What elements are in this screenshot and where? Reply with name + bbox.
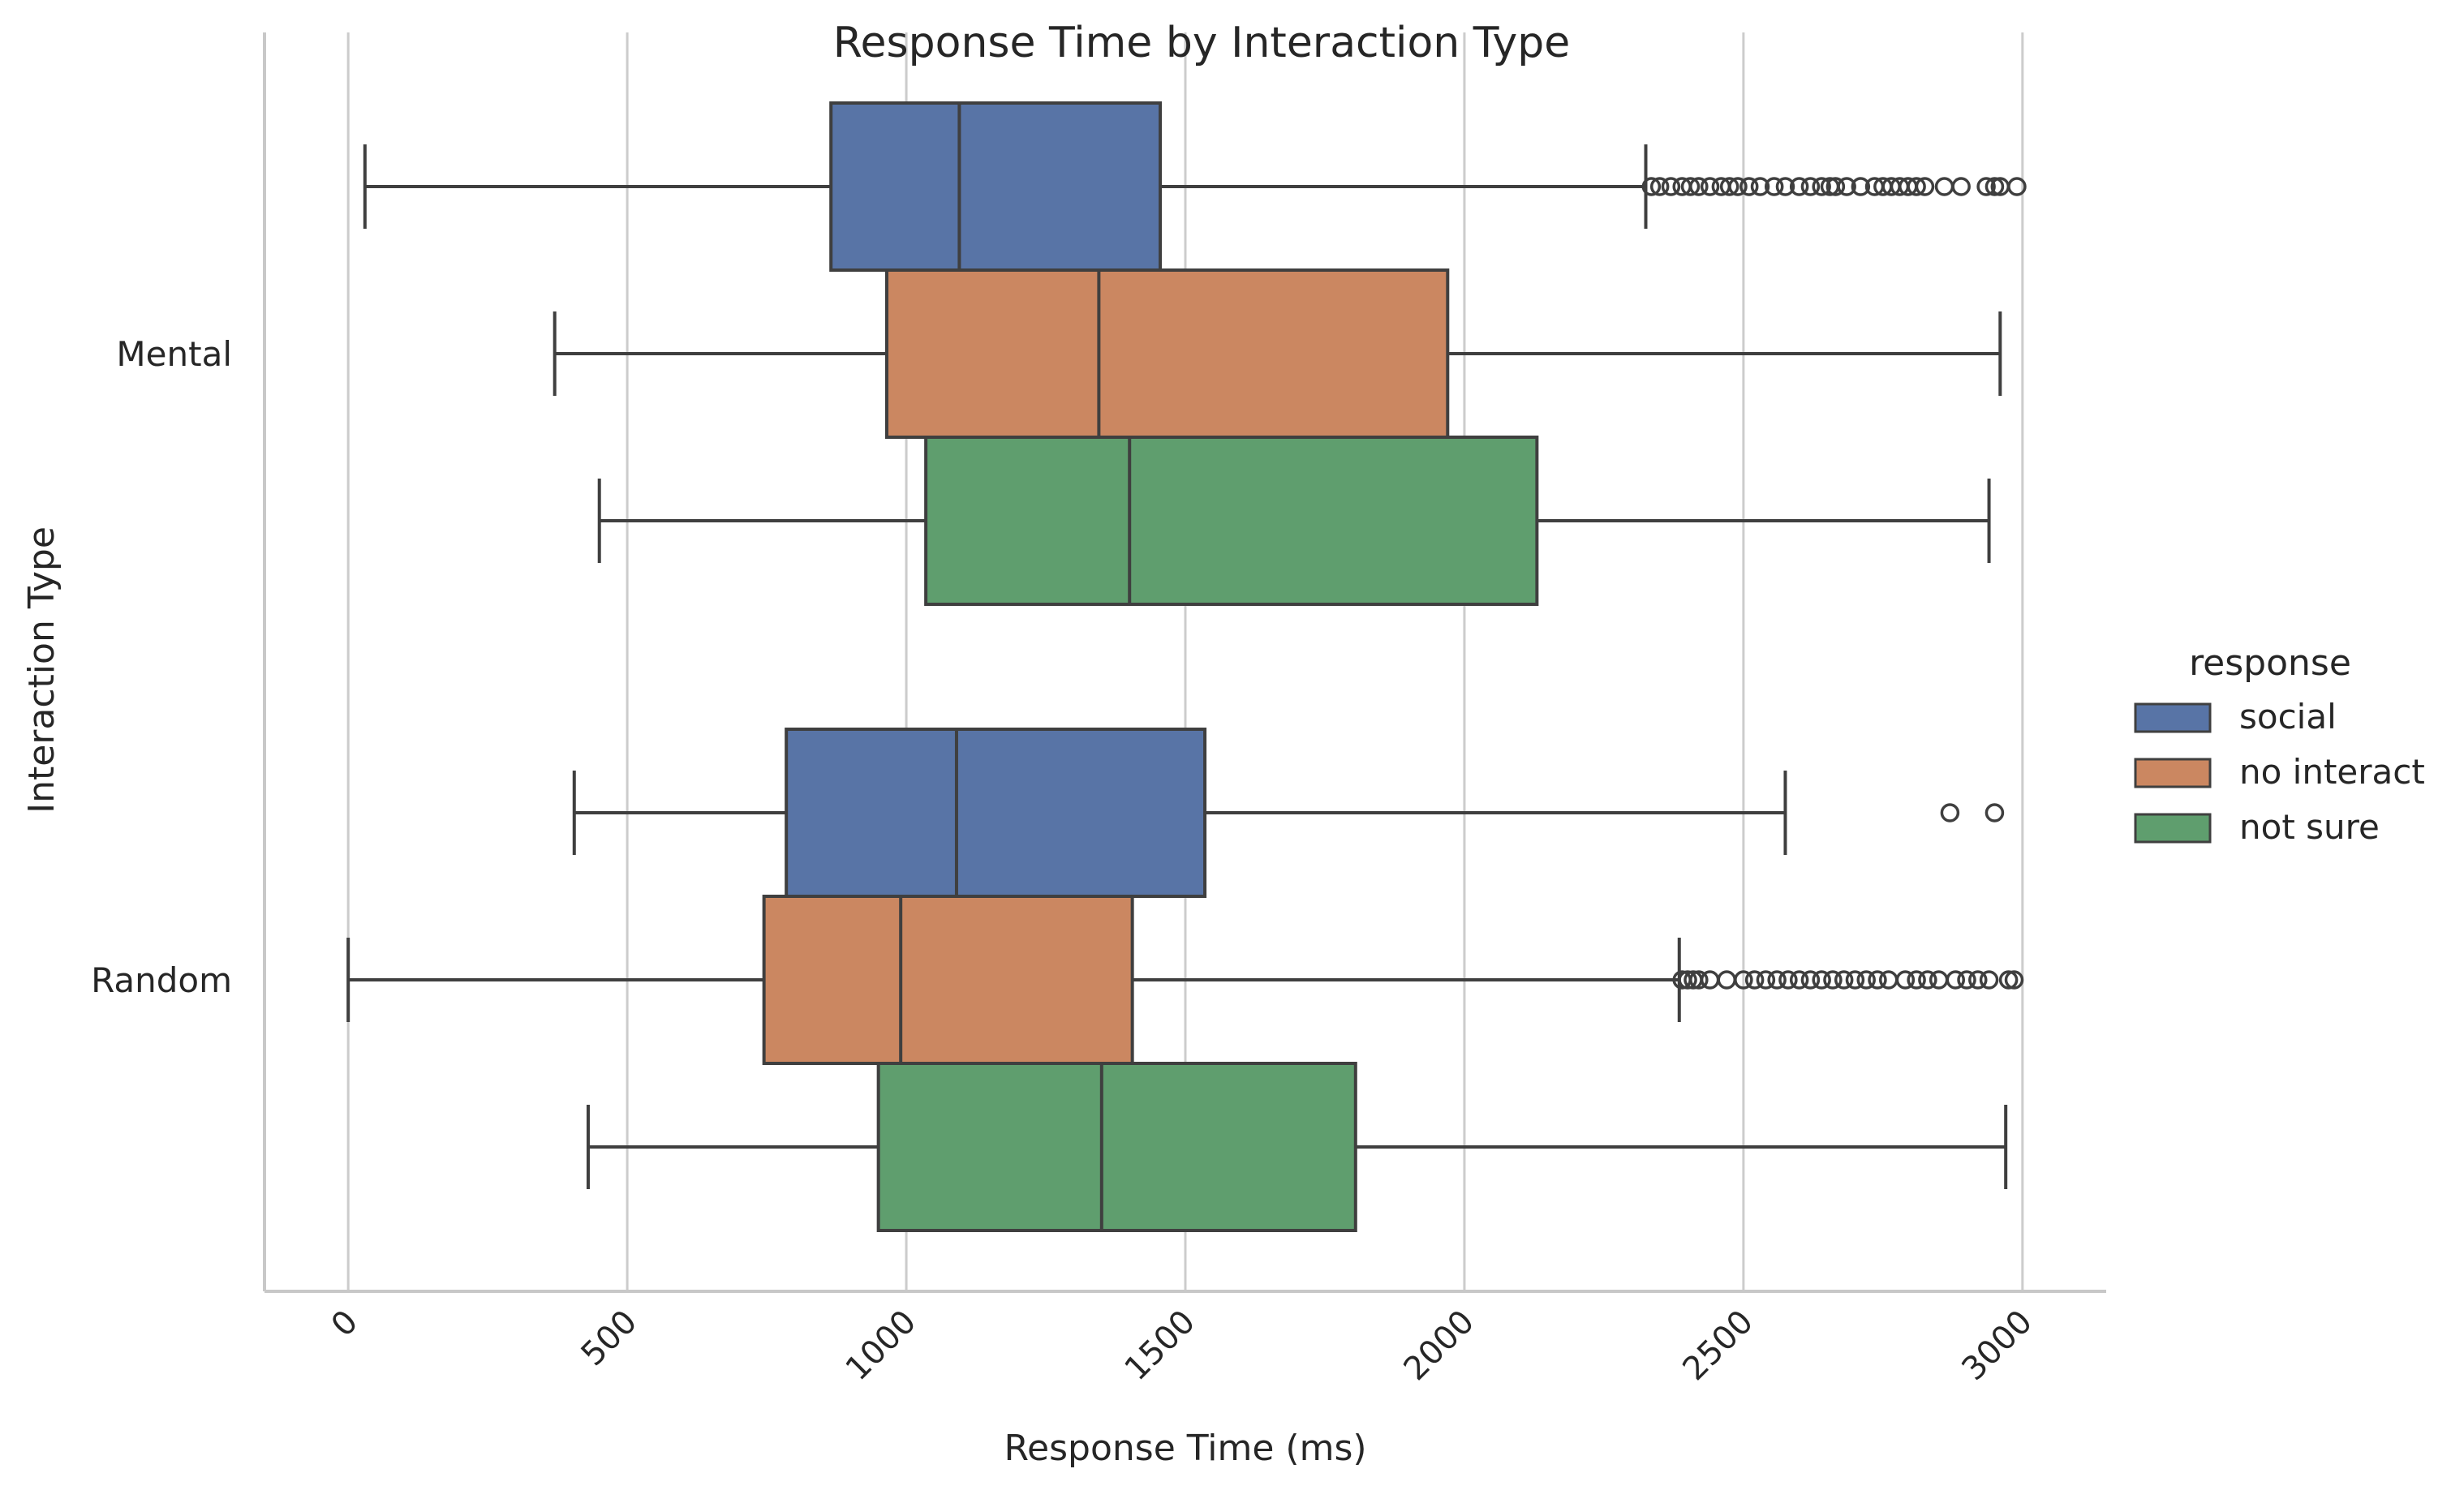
outlier-point <box>1717 970 1736 990</box>
legend: response social no interact not sure <box>2134 642 2425 847</box>
outlier-point <box>1957 970 1976 990</box>
outlier-point <box>1678 970 1697 990</box>
iqr-box <box>829 101 1163 272</box>
outlier-point <box>1985 177 2005 196</box>
iqr-box <box>884 268 1450 439</box>
outlier-point <box>1918 970 1937 990</box>
outlier-point <box>1739 177 1759 196</box>
outlier-point <box>1837 177 1856 196</box>
x-tick-labels: 0 500 1000 1500 2000 2500 3000 <box>325 1303 2040 1389</box>
outlier-point <box>1775 177 1795 196</box>
y-tick-labels: Mental Random <box>91 334 232 1000</box>
outlier-point <box>1661 177 1681 196</box>
legend-swatch-social <box>2134 702 2212 733</box>
outlier-point <box>2004 970 2024 990</box>
y-axis-title: Interaction Type <box>21 526 62 814</box>
box-social-random <box>572 728 2005 898</box>
outlier-point <box>1823 970 1843 990</box>
box-social-mental <box>363 101 2027 272</box>
outlier-point <box>1778 970 1798 990</box>
outlier-point <box>1767 970 1787 990</box>
outlier-point <box>1934 177 1954 196</box>
x-axis-title: Response Time (ms) <box>1004 1428 1366 1469</box>
x-tick-label: 2500 <box>1675 1303 1761 1389</box>
legend-label: no interact <box>2239 752 2425 792</box>
outlier-point <box>1789 177 1809 196</box>
outlier-point <box>1878 970 1899 990</box>
outlier-point <box>1946 970 1966 990</box>
outlier-point <box>1689 970 1709 990</box>
outlier-point <box>1689 177 1709 196</box>
outlier-point <box>1700 970 1720 990</box>
outlier-point <box>1979 970 1999 990</box>
outlier-point <box>1734 970 1753 990</box>
y-tick-label: Random <box>91 960 232 1000</box>
legend-label: not sure <box>2239 807 2380 847</box>
outlier-point <box>1800 177 1821 196</box>
outlier-point <box>1728 177 1748 196</box>
iqr-box <box>924 436 1539 606</box>
outlier-point <box>1951 177 1971 196</box>
outlier-point <box>1929 970 1949 990</box>
outlier-point <box>1834 970 1854 990</box>
box-not-sure-random <box>586 1062 2008 1232</box>
outlier-point <box>1895 970 1916 990</box>
x-tick-label: 500 <box>574 1303 645 1374</box>
outlier-point <box>1719 177 1739 196</box>
outlier-point <box>1789 970 1809 990</box>
chart-title: Response Time by Interaction Type <box>833 19 1570 67</box>
box-not-sure-mental <box>597 436 1991 606</box>
outlier-point <box>1812 177 1831 196</box>
outlier-point <box>1985 803 2005 822</box>
legend-label: social <box>2239 697 2337 737</box>
outlier-point <box>2007 177 2027 196</box>
outlier-point <box>1680 177 1701 196</box>
legend-swatch-no-interact <box>2134 758 2212 788</box>
outlier-point <box>1856 970 1876 990</box>
outlier-point <box>1851 177 1871 196</box>
outlier-point <box>1968 970 1988 990</box>
outlier-point <box>1868 970 1887 990</box>
legend-title: response <box>2189 642 2351 684</box>
iqr-box <box>785 728 1207 898</box>
x-tick-label: 3000 <box>1954 1303 2040 1389</box>
outlier-point <box>1940 803 1960 822</box>
legend-swatch-not-sure <box>2134 813 2212 844</box>
outlier-point <box>1915 177 1935 196</box>
outlier-point <box>1907 177 1926 196</box>
box-no-interact-random <box>346 895 2024 1065</box>
outlier-point <box>1700 177 1720 196</box>
outlier-point <box>1764 177 1784 196</box>
iqr-box <box>876 1062 1357 1232</box>
outlier-point <box>1825 177 1846 196</box>
outlier-point <box>1756 970 1776 990</box>
plot-area <box>346 101 2027 1232</box>
outlier-point <box>1812 970 1831 990</box>
outlier-point <box>1750 177 1770 196</box>
y-tick-label: Mental <box>116 334 232 374</box>
box-no-interact-mental <box>553 268 2002 439</box>
outlier-point <box>1744 970 1765 990</box>
outlier-point <box>1641 177 1662 196</box>
outlier-point <box>1907 970 1926 990</box>
outlier-point <box>1800 970 1821 990</box>
x-tick-label: 2000 <box>1397 1303 1482 1389</box>
iqr-box <box>762 895 1134 1065</box>
outlier-point <box>1845 970 1865 990</box>
x-tick-label: 0 <box>325 1303 366 1345</box>
outlier-point <box>1998 970 2019 990</box>
outlier-point <box>1976 177 1996 196</box>
outlier-point <box>1649 177 1670 196</box>
x-tick-label: 1500 <box>1118 1303 1203 1389</box>
x-tick-label: 1000 <box>839 1303 924 1389</box>
